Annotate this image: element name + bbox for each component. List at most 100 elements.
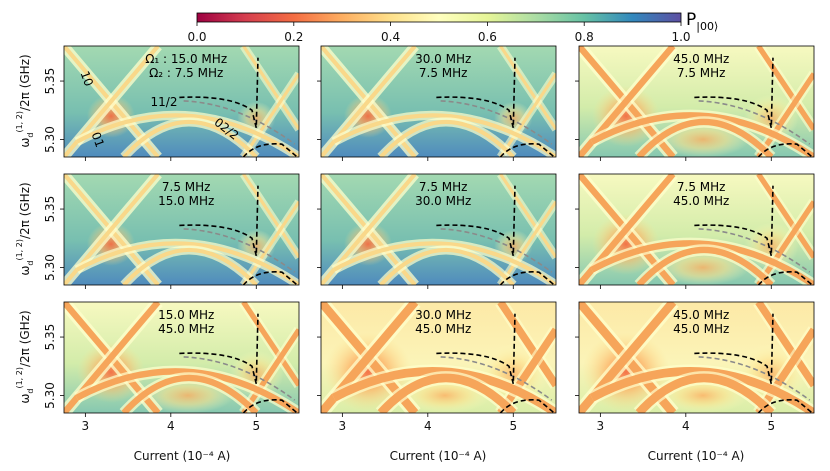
y-axis-label-row-2: ωd(1, 2)/2π (GHz) <box>15 182 35 275</box>
colorbar-gradient <box>196 12 682 23</box>
transition-band <box>497 302 556 388</box>
heatmap-area <box>579 174 814 285</box>
colorbar-ticks: 0.0 0.2 0.4 0.6 0.8 1.0 <box>187 22 691 44</box>
arc-02 <box>122 247 258 285</box>
theory-curve-gray <box>698 356 811 401</box>
x-tick-label: 3 <box>339 419 347 433</box>
panel-annotation-line2: 45.0 MHz <box>673 322 729 336</box>
theory-curve-black <box>242 143 298 157</box>
arc-11 <box>75 241 299 285</box>
panel-frame <box>578 45 815 158</box>
x-tick-label: 4 <box>682 419 690 433</box>
panel-annotation-line2: 45.0 MHz <box>415 322 471 336</box>
panel-annotation-line1: 15.0 MHz <box>158 308 214 322</box>
theory-curve-black <box>499 271 555 285</box>
transition-label: 11/2 <box>151 95 178 109</box>
panel-annotation-line2: 30.0 MHz <box>415 194 471 208</box>
arc-02 <box>121 374 259 413</box>
transition-band <box>756 174 814 259</box>
panel-annotation-line1: 30.0 MHz <box>415 308 471 322</box>
transition-band <box>242 200 299 285</box>
arc-11 <box>590 240 814 285</box>
transition-band <box>756 72 814 157</box>
y-label-sub: d <box>26 261 35 266</box>
x-tick-label: 3 <box>82 419 90 433</box>
arc-02 <box>636 246 774 285</box>
transition-band <box>497 327 556 413</box>
transition-band <box>242 174 299 259</box>
theory-curve-black <box>242 271 298 285</box>
arc-02 <box>635 373 775 413</box>
theory-curve-black <box>694 313 774 384</box>
panel-annotation-line2: 7.5 MHz <box>677 66 726 80</box>
transition-label: 10 <box>78 69 96 88</box>
transition-band <box>756 200 814 285</box>
x-tick-label: 5 <box>509 419 517 433</box>
theory-curve-black <box>179 313 259 384</box>
heatmap-area <box>64 174 299 285</box>
x-axis-label-col-3: Current (10⁻⁴ A) <box>648 449 745 463</box>
panel-frame <box>320 173 557 286</box>
panel-frame <box>320 301 557 414</box>
heatmap-area <box>579 302 814 413</box>
x-tick-label: 5 <box>252 419 260 433</box>
x-tick-label: 4 <box>424 419 432 433</box>
y-tick-label: 5.30 <box>43 382 57 409</box>
colorbar-tick-label: 0.0 <box>187 30 206 44</box>
y-axis-label-row-3: ωd(1, 2)/2π (GHz) <box>15 310 35 403</box>
arc-02 <box>379 247 515 285</box>
panel-annotation-line1: 7.5 MHz <box>419 180 468 194</box>
arc-11 <box>590 112 814 157</box>
arc-11 <box>75 368 299 413</box>
theory-curve-black <box>757 143 813 157</box>
transition-band <box>499 174 556 259</box>
theory-curve-black <box>179 185 259 256</box>
panel-annotation-line1: 7.5 MHz <box>162 180 211 194</box>
y-label-main: ω <box>18 266 32 276</box>
panel-annotation-line2: Ω₂ : 7.5 MHz <box>149 66 223 80</box>
panel-annotation-line2: 15.0 MHz <box>158 194 214 208</box>
transition-band <box>242 46 299 131</box>
theory-curve-black <box>694 185 774 256</box>
transition-band <box>756 46 814 131</box>
panel-annotation-line1: Ω₁ : 15.0 MHz <box>145 52 227 66</box>
theory-curve-black <box>436 185 516 256</box>
theory-curve-black <box>757 271 813 285</box>
transition-label: 01 <box>89 130 107 149</box>
y-tick-label: 5.35 <box>43 196 57 223</box>
y-label-sub: d <box>26 389 35 394</box>
panel-annotation-line1: 45.0 MHz <box>673 52 729 66</box>
heatmap-area <box>321 174 556 285</box>
heatmap-area <box>64 46 299 157</box>
arc-02 <box>377 373 517 413</box>
theory-curve-black <box>694 57 774 128</box>
panel-frame <box>63 301 300 414</box>
theory-curve-black <box>242 399 298 413</box>
colorbar-label: P|00⟩ <box>686 10 718 33</box>
heatmap-area <box>321 46 556 157</box>
transition-band <box>241 302 299 387</box>
theory-curve-gray <box>183 228 296 273</box>
theory-curve-gray <box>440 228 553 273</box>
panel-frame <box>63 45 300 158</box>
panel-annotation-line1: 7.5 MHz <box>677 180 726 194</box>
y-tick-label: 5.30 <box>43 126 57 153</box>
colorbar: 0.0 0.2 0.4 0.6 0.8 1.0 P|00⟩ <box>187 10 718 44</box>
arc-11 <box>332 241 556 285</box>
panel-annotation-line2: 7.5 MHz <box>419 66 468 80</box>
theory-curve-gray <box>698 100 811 145</box>
y-label-rest: /2π (GHz) <box>18 54 32 111</box>
panel-frame <box>63 173 300 286</box>
y-label-sup: (1, 2) <box>15 367 24 389</box>
y-label-main: ω <box>18 138 32 148</box>
theory-curve-black <box>499 399 555 413</box>
y-label-rest: /2π (GHz) <box>18 310 32 367</box>
panel-annotation-line1: 45.0 MHz <box>673 308 729 322</box>
